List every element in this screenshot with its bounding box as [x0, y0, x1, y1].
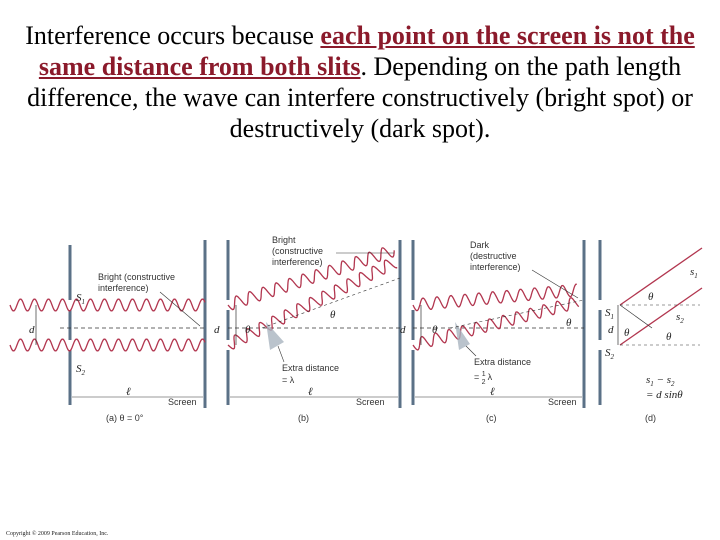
theta-ray-b [261, 277, 401, 329]
ray-d-s2 [619, 287, 703, 346]
panel-a: d S1 S2 Bright (constructive interferenc… [9, 240, 207, 423]
annotation-c-2: (destructive [470, 251, 517, 261]
ell-label-a: ℓ [126, 386, 131, 398]
wave-b-bottom [227, 259, 398, 350]
extra-distance-c-1: Extra distance [474, 357, 531, 367]
theta-right-b: θ [330, 309, 336, 321]
wave-c-bottom [412, 296, 580, 351]
caption-text: Interference occurs because each point o… [22, 20, 698, 144]
theta-bottom-d: θ [666, 331, 672, 343]
wave-b-top [227, 247, 395, 311]
screen-label-b: Screen [356, 397, 385, 407]
d-label-a: d [29, 324, 35, 336]
theta-inner-d: θ [624, 327, 630, 339]
wave-path [9, 338, 206, 352]
extra-distance-wedge-c [455, 322, 470, 350]
caption-part1: Interference occurs because [25, 21, 321, 50]
slit2-label-d: S2 [605, 347, 615, 361]
theta-left-b: θ [245, 324, 251, 336]
ell-label-c: ℓ [490, 386, 495, 398]
screen-label-a: Screen [168, 397, 197, 407]
panel-c: θ θ d Dark (destructive interference) Ex… [400, 240, 586, 423]
annotation-a-2: interference) [98, 283, 149, 293]
caption-part2: . Depending on the path length differenc… [27, 52, 693, 143]
theta-left-c: θ [432, 324, 438, 336]
wave-c-top [412, 283, 577, 312]
annotation-c-3: interference) [470, 262, 521, 272]
slit1-label-a: S1 [76, 292, 85, 306]
panel-b: θ θ d Bright (constructive interference)… [214, 235, 402, 423]
wave-path [412, 283, 577, 312]
annotation-b-3: interference) [272, 257, 323, 267]
annotation-c-pointer [531, 269, 579, 299]
theta-right-c: θ [566, 317, 572, 329]
slit1-label-d: S1 [605, 307, 614, 321]
panel-d: d θ θ θ s1 s2 S1 S2 s1 − s2 = d sinθ (d) [598, 240, 703, 423]
s1-label-d: s1 [690, 266, 698, 280]
extra-distance-wedge-b [266, 322, 284, 350]
wave-path [9, 298, 206, 312]
d-label-c: d [400, 324, 406, 336]
annotation-a-1: Bright (constructive [98, 272, 175, 282]
annotation-c-1: Dark [470, 240, 490, 250]
equation-d-2: = d sinθ [646, 389, 683, 401]
slit2-label-a: S2 [76, 363, 86, 377]
copyright-text: Copyright © 2009 Pearson Education, Inc. [6, 531, 109, 537]
panel-d-label: (d) [645, 413, 656, 423]
screen-label-c: Screen [548, 397, 577, 407]
perp-d [619, 304, 653, 329]
theta-top-d: θ [648, 291, 654, 303]
extra-pointer-b [277, 345, 285, 363]
theta-ray-c [449, 299, 585, 329]
extra-distance-c-2: = 1 2λ [474, 371, 493, 386]
annotation-a-pointer [159, 291, 201, 327]
extra-distance-b-1: Extra distance [282, 363, 339, 373]
panel-b-label: (b) [298, 413, 309, 423]
annotation-b-2: (constructive [272, 246, 323, 256]
equation-d-1: s1 − s2 [646, 374, 675, 388]
s2-label-d: s2 [676, 311, 684, 325]
wave-a-top [9, 298, 206, 312]
wave-a-bottom [9, 338, 206, 352]
ell-label-b: ℓ [308, 386, 313, 398]
ray-d-s1 [619, 247, 703, 306]
d-label-d: d [608, 324, 614, 336]
panel-a-label: (a) θ = 0° [106, 413, 144, 423]
caption-emphasis: each point on the screen is not the same… [38, 21, 695, 81]
annotation-b-1: Bright [272, 235, 296, 245]
wave-path [227, 247, 395, 311]
extra-pointer-c [465, 345, 477, 357]
wave-path [227, 259, 398, 350]
d-label-b: d [214, 324, 220, 336]
wave-path [412, 296, 580, 351]
panel-c-label: (c) [486, 413, 497, 423]
extra-distance-b-2: = λ [282, 375, 295, 385]
